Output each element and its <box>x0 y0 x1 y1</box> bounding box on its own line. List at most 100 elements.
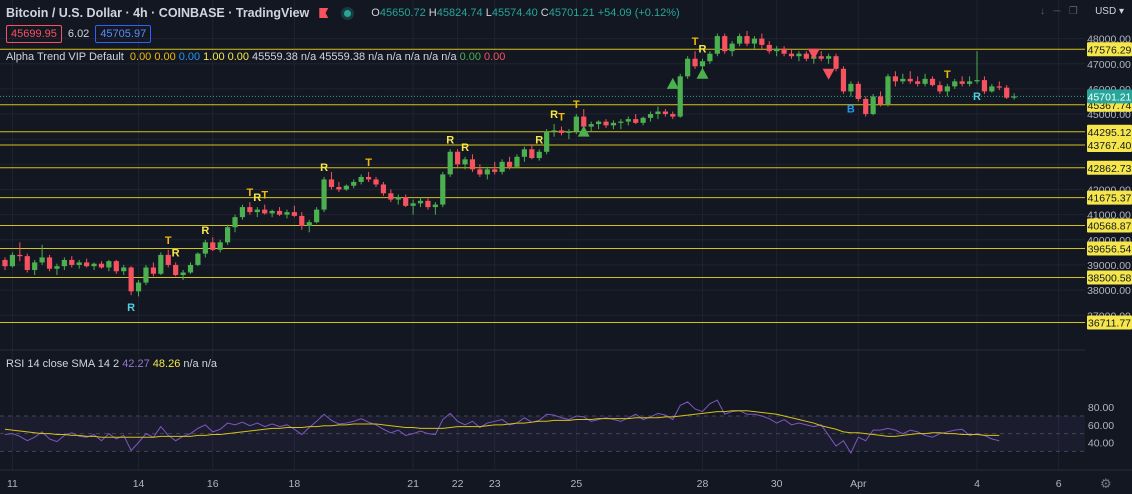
currency-selector[interactable]: USD ▾ <box>1095 6 1124 17</box>
candle-body <box>455 151 461 165</box>
signal-label: T <box>165 235 172 247</box>
candle-body <box>870 96 876 115</box>
indicator-legend[interactable]: Alpha Trend VIP Default 0.00 0.00 0.00 1.00… <box>6 51 511 63</box>
candle-body <box>529 149 535 159</box>
candle-body <box>655 111 661 115</box>
settings-gear-icon[interactable]: ⚙ <box>1100 476 1112 491</box>
indicator-value: 45559.38 <box>319 51 366 63</box>
candle-body <box>61 259 67 267</box>
indicator-value: 0.00 <box>459 51 481 63</box>
buy-button[interactable]: 45705.97 <box>95 25 152 43</box>
candle-body <box>225 227 231 243</box>
ohlc-h-value: 45824.74 <box>436 7 483 19</box>
candle-body <box>39 257 45 263</box>
candle-body <box>588 124 594 127</box>
rsi-legend[interactable]: RSI 14 close SMA 14 2 42.27 48.26 n/a n/… <box>6 358 217 370</box>
candle-body <box>551 130 557 132</box>
signal-label: R <box>699 44 707 56</box>
ohlc-c-label: C <box>540 7 549 19</box>
candle-body <box>91 263 97 267</box>
candle-body <box>291 212 297 216</box>
rsi-na-1: n/a <box>183 358 199 370</box>
time-tick-label: 28 <box>697 478 709 490</box>
time-tick-label: 18 <box>289 478 301 490</box>
indicator-value: n/a <box>422 51 439 63</box>
signal-label: T <box>944 69 951 81</box>
candle-body <box>395 197 401 200</box>
candle-body <box>610 122 617 126</box>
candle-body <box>937 85 943 92</box>
candle-body <box>744 36 750 44</box>
rsi-name: RSI 14 close SMA 14 2 <box>6 358 120 370</box>
restore-icon[interactable]: ❐ <box>1068 6 1078 17</box>
time-tick-label: 30 <box>771 478 783 490</box>
arrow-down-icon[interactable]: ↓ <box>1040 6 1045 17</box>
rsi-line <box>4 399 1000 455</box>
candle-body <box>596 121 602 125</box>
candle-body <box>514 156 520 167</box>
candle-body <box>2 259 8 267</box>
candle-body <box>247 207 253 213</box>
indicator-value: 0.00 <box>483 51 506 63</box>
ohlc-o-value: 45650.72 <box>379 7 426 19</box>
minimize-icon[interactable]: ─ <box>1053 6 1061 17</box>
signal-label: T <box>246 187 253 199</box>
indicator-values: 0.00 0.00 0.00 1.00 0.00 45559.38 n/a 45559.38 n… <box>130 51 509 63</box>
price-tick-label: 45000.00 <box>1087 109 1131 121</box>
candle-body <box>143 267 149 283</box>
candle-body <box>32 262 38 270</box>
candle-body <box>952 81 958 87</box>
time-axis: 11 14 16 18 21 22 23 25 28 30 Apr 4 6 <box>0 469 1132 490</box>
candle-body <box>692 58 698 67</box>
signal-label: R <box>461 142 469 154</box>
candle-body <box>922 78 928 84</box>
sell-arrow <box>822 68 835 80</box>
indicator-value: 0.00 <box>129 51 152 63</box>
candle-body <box>863 98 869 115</box>
buy-arrow <box>577 125 590 137</box>
candle-body <box>751 38 758 44</box>
time-tick-label: 21 <box>407 478 419 490</box>
rsi-ma-value: 48.26 <box>152 358 181 370</box>
sell-button[interactable]: 45699.95 <box>6 25 62 43</box>
flag-icon[interactable] <box>319 8 329 18</box>
candle-body <box>1011 96 1017 98</box>
symbol-title[interactable]: Bitcoin / U.S. Dollar · 4h · COINBASE · … <box>6 6 310 20</box>
candle-body <box>892 76 898 82</box>
candle-body <box>24 256 30 270</box>
trade-buttons: 45699.95 6.02 45705.97 <box>6 25 152 43</box>
chart-header: Bitcoin / U.S. Dollar · 4h · COINBASE · … <box>6 5 680 21</box>
level-tag <box>1087 42 1132 57</box>
candle-body <box>685 58 691 77</box>
candle-body <box>388 193 394 200</box>
time-tick-label: 14 <box>133 478 145 490</box>
candle-body <box>907 78 913 82</box>
candle-body <box>640 117 646 123</box>
candle-body <box>499 161 505 172</box>
buy-arrow <box>666 77 679 89</box>
level-label: 39656.54 <box>1088 243 1132 255</box>
candle-body <box>425 200 431 208</box>
candle-body <box>581 116 587 127</box>
candle-body <box>469 159 476 170</box>
candle-body <box>150 267 156 274</box>
candle-body <box>299 215 305 226</box>
candle-body <box>403 197 409 206</box>
signal-label: R <box>446 134 454 146</box>
candle-body <box>276 210 283 215</box>
rsi-tick-label: 80.00 <box>1088 402 1114 414</box>
candle-body <box>967 81 973 84</box>
signal-label: R <box>550 109 558 121</box>
candle-body <box>699 61 706 67</box>
candle-body <box>328 179 335 187</box>
candle-body <box>729 43 735 52</box>
candle-body <box>165 254 171 265</box>
level-tag <box>1087 138 1132 153</box>
level-label: 43767.40 <box>1088 140 1132 152</box>
candle-body <box>76 262 82 265</box>
candle-body <box>766 44 772 52</box>
candle-body <box>707 53 713 62</box>
candle-body <box>796 53 802 57</box>
indicator-value: 1.00 <box>203 51 225 63</box>
